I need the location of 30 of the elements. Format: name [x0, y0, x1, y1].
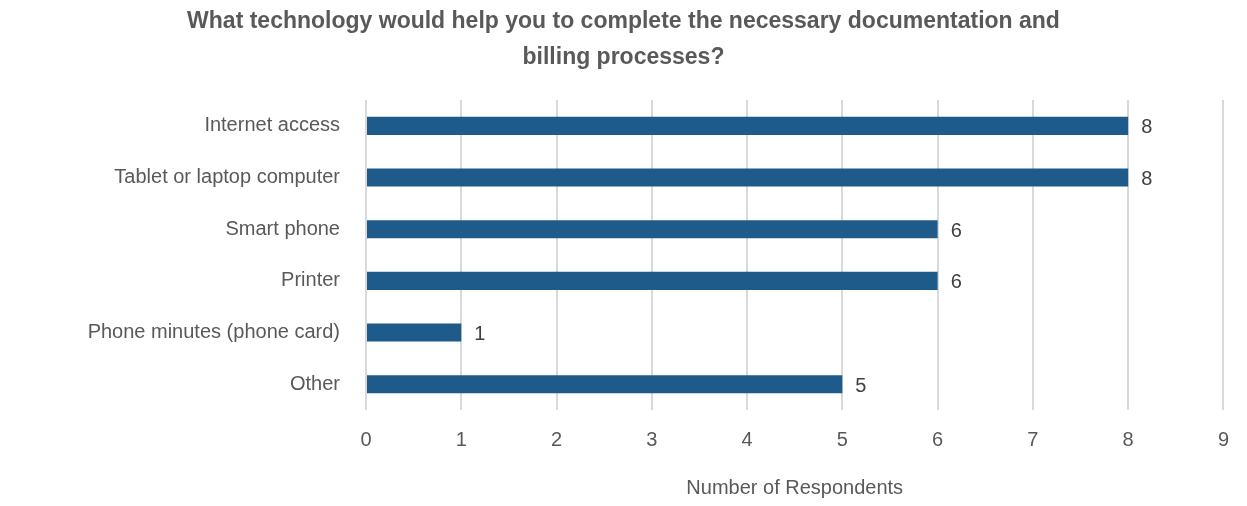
bar [367, 323, 462, 342]
x-tick-label: 8 [1122, 427, 1134, 450]
chart-title: What technology would help you to complete the necessary documentation and billing processes? [186, 6, 1061, 71]
bar [367, 116, 1129, 135]
x-tick-label: 5 [836, 427, 848, 450]
data-label: 6 [950, 218, 962, 241]
data-label: 1 [474, 322, 486, 345]
x-tick-label: 0 [360, 427, 372, 450]
bar [367, 375, 843, 394]
x-tick-label: 2 [550, 427, 563, 450]
x-tick-label: 6 [932, 427, 944, 450]
x-tick-label: 9 [1217, 427, 1229, 450]
y-tick-label: Tablet or laptop computer [114, 165, 341, 188]
data-label: 8 [1141, 115, 1153, 138]
data-label: 5 [855, 373, 867, 396]
x-tick-label: 7 [1027, 427, 1039, 450]
data-label: 8 [1141, 167, 1153, 190]
bar [367, 220, 938, 239]
y-tick-label: Printer [281, 268, 341, 291]
data-label: 6 [950, 270, 962, 293]
y-tick-label: Phone minutes (phone card) [87, 320, 340, 343]
x-axis-title: Number of Respondents [686, 475, 904, 498]
bar [367, 271, 938, 290]
x-tick-label: 1 [455, 427, 467, 450]
y-tick-label: Internet access [204, 113, 340, 136]
bar [367, 168, 1129, 187]
y-tick-label: Smart phone [225, 216, 340, 239]
x-tick-label: 3 [646, 427, 658, 450]
y-tick-label: Other [289, 371, 341, 394]
x-tick-label: 4 [741, 427, 753, 450]
